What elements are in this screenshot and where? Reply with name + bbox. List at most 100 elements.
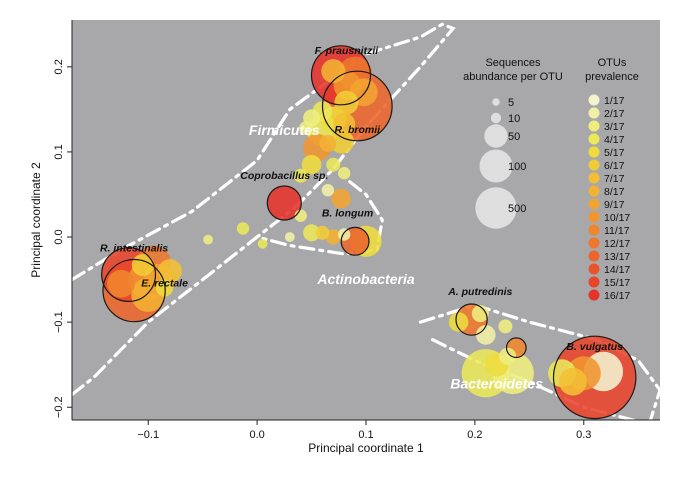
y-axis-label: Principal coordinate 2 bbox=[29, 162, 43, 278]
color-legend-swatch bbox=[588, 263, 600, 275]
species-label: A. putredinis bbox=[447, 286, 512, 298]
data-point bbox=[301, 154, 322, 175]
color-legend-swatch bbox=[588, 276, 600, 288]
color-legend-swatch bbox=[588, 198, 600, 210]
data-point bbox=[303, 224, 321, 242]
data-point bbox=[448, 312, 469, 332]
data-point bbox=[334, 90, 359, 115]
data-point bbox=[471, 305, 489, 323]
color-legend-title: OTUs bbox=[598, 57, 627, 69]
color-legend-label: 6/17 bbox=[604, 160, 625, 172]
size-legend-circle bbox=[492, 98, 500, 106]
species-label: E. rectale bbox=[141, 277, 188, 289]
data-point bbox=[499, 347, 517, 365]
color-legend-swatch bbox=[588, 146, 600, 158]
group-label: Bacteroidetes bbox=[450, 376, 543, 392]
highlighted-point-outline bbox=[340, 226, 370, 256]
x-tick-label: 0.0 bbox=[249, 429, 264, 441]
color-legend-swatch bbox=[588, 185, 600, 197]
color-legend-label: 2/17 bbox=[604, 108, 625, 120]
x-tick-label: −0.1 bbox=[137, 429, 159, 441]
data-point bbox=[338, 228, 351, 241]
data-point bbox=[257, 238, 268, 249]
labels-layer: Firmicutes Actinobacteria Bacteroidetes F. … bbox=[100, 45, 623, 392]
data-point bbox=[559, 367, 587, 396]
data-point bbox=[299, 121, 314, 136]
data-point bbox=[476, 325, 496, 345]
data-point bbox=[330, 129, 354, 154]
species-label: F. prausnitzii bbox=[315, 45, 380, 57]
data-point bbox=[293, 168, 308, 183]
size-legend-label: 50 bbox=[508, 131, 520, 143]
species-label: Coprobacillus sp. bbox=[240, 170, 328, 182]
color-legend-swatch bbox=[588, 107, 600, 119]
color-legend-swatch bbox=[588, 94, 600, 106]
size-legend-circle bbox=[490, 112, 502, 124]
highlighted-point-outline bbox=[310, 45, 372, 106]
color-legend-label: 14/17 bbox=[604, 264, 630, 276]
color-legend-swatch bbox=[588, 224, 600, 236]
size-legend-label: 5 bbox=[508, 97, 514, 109]
highlighted-point-outline bbox=[505, 337, 527, 359]
size-legend-label: 10 bbox=[508, 113, 520, 125]
x-tick-label: 0.2 bbox=[467, 429, 482, 441]
color-legend-label: 10/17 bbox=[604, 212, 630, 224]
y-tick-label: −0.2 bbox=[53, 396, 65, 418]
y-tick-label: 0.0 bbox=[53, 229, 65, 244]
data-point bbox=[236, 222, 250, 235]
species-label: B. vulgatus bbox=[566, 341, 623, 353]
data-point bbox=[107, 269, 135, 298]
size-legend-label: 500 bbox=[508, 203, 526, 215]
data-point bbox=[321, 59, 346, 84]
data-point bbox=[338, 167, 351, 180]
highlighted-point-outline bbox=[321, 70, 393, 142]
color-legend-label: 8/17 bbox=[604, 186, 625, 198]
group-label: Firmicutes bbox=[249, 122, 320, 138]
data-point bbox=[321, 184, 335, 197]
color-legend-swatch bbox=[588, 120, 600, 132]
color-legend-title: prevalence bbox=[585, 71, 639, 83]
color-legend-label: 5/17 bbox=[604, 147, 625, 159]
color-legend-label: 9/17 bbox=[604, 199, 625, 211]
color-legend-label: 3/17 bbox=[604, 121, 625, 133]
firmicutes-outline bbox=[70, 22, 456, 397]
size-legend-circle bbox=[484, 124, 508, 148]
color-legend-swatch bbox=[588, 289, 600, 301]
data-point bbox=[267, 186, 302, 220]
y-tick-label: −0.1 bbox=[53, 311, 65, 333]
data-point bbox=[315, 225, 330, 240]
data-point bbox=[331, 188, 351, 209]
data-point bbox=[498, 319, 513, 334]
data-point bbox=[203, 234, 214, 245]
size-legend-circle bbox=[479, 149, 513, 183]
color-legend-label: 16/17 bbox=[604, 290, 630, 302]
group-label: Actinobacteria bbox=[316, 271, 414, 287]
data-point bbox=[326, 157, 341, 172]
color-legend-label: 15/17 bbox=[604, 277, 630, 289]
species-label: R. bromii bbox=[335, 124, 382, 136]
data-point bbox=[325, 229, 341, 245]
x-axis-label: Principal coordinate 1 bbox=[308, 441, 424, 455]
size-legend-label: 100 bbox=[508, 161, 526, 173]
color-legend-label: 4/17 bbox=[604, 134, 625, 146]
data-point bbox=[333, 112, 356, 135]
species-label: R. intestinalis bbox=[100, 243, 168, 255]
data-point bbox=[158, 259, 182, 284]
color-legend-label: 13/17 bbox=[604, 251, 630, 263]
size-legend-circle bbox=[475, 187, 517, 229]
highlighted-point-outline bbox=[266, 185, 302, 221]
y-tick-label: 0.2 bbox=[53, 59, 65, 74]
data-point bbox=[319, 134, 337, 152]
highlighted-point-outline bbox=[455, 303, 488, 336]
color-legend-label: 12/17 bbox=[604, 238, 630, 250]
axes-layer: −0.1 0.0 0.1 0.2 0.3 −0.2 −0.1 0.0 0.1 0.2 Princip… bbox=[29, 20, 660, 455]
size-legend-title: abundance per OTU bbox=[463, 71, 563, 83]
color-legend-label: 11/17 bbox=[604, 225, 630, 237]
highlighted-point-outline bbox=[101, 247, 157, 303]
color-legend-swatch bbox=[588, 250, 600, 262]
legend-layer: Sequences abundance per OTU 5 10 50 100 500 OTU… bbox=[463, 57, 639, 302]
color-legend-swatch bbox=[588, 133, 600, 145]
data-point bbox=[131, 254, 154, 277]
points-layer bbox=[101, 45, 637, 420]
